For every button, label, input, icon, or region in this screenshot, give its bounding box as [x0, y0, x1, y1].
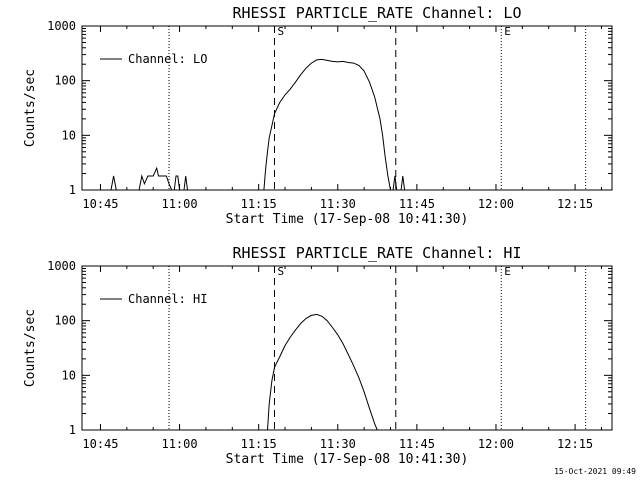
chart-title: RHESSI PARTICLE_RATE Channel: LO: [233, 4, 522, 22]
x-tick-label: 12:15: [557, 197, 593, 211]
y-tick-label: 10: [62, 128, 76, 142]
generation-timestamp: 15-Oct-2021 09:49: [554, 467, 636, 476]
hi-channel-chart: RHESSI PARTICLE_RATE Channel: HI 10:45 11:…: [23, 244, 613, 467]
x-axis-label: Start Time (17-Sep-08 10:41:30): [226, 452, 469, 467]
y-tick-label: 100: [54, 74, 76, 88]
x-tick-label: 11:00: [161, 197, 197, 211]
legend-entry: Channel: HI: [128, 292, 207, 306]
x-tick-label: 11:15: [241, 197, 277, 211]
plot-frame: [81, 25, 613, 191]
x-tick-label: 12:15: [557, 437, 593, 451]
x-tick-label: 12:00: [478, 437, 514, 451]
y-tick-label: 1: [69, 183, 76, 197]
x-tick-label: 11:30: [320, 197, 356, 211]
x-tick-label: 10:45: [82, 437, 118, 451]
event-marker-label: S: [277, 265, 284, 278]
series-line-segment: [138, 166, 173, 191]
x-tick-label: 11:15: [241, 437, 277, 451]
series-line-segment: [400, 175, 406, 191]
x-axis-label: Start Time (17-Sep-08 10:41:30): [226, 212, 469, 227]
x-tick-label: 11:00: [161, 437, 197, 451]
y-tick-label: 10: [62, 368, 76, 382]
y-tick-label: 1000: [47, 19, 76, 33]
y-tick-label: 1000: [47, 259, 76, 273]
series-line-segment: [263, 58, 391, 191]
x-tick-label: 11:30: [320, 437, 356, 451]
event-marker-label: E: [504, 25, 511, 38]
series-line-segment: [173, 175, 181, 191]
series-line-segment: [267, 313, 378, 431]
x-tick-label: 10:45: [82, 197, 118, 211]
y-tick-label: 100: [54, 314, 76, 328]
plot-frame: [81, 265, 613, 431]
event-marker-label: E: [504, 265, 511, 278]
lo-channel-chart: RHESSI PARTICLE_RATE Channel: LO 10:45 11:…: [23, 4, 613, 227]
series-line-segment: [183, 175, 188, 191]
series-line-segment: [392, 175, 398, 191]
x-tick-label: 11:45: [399, 197, 435, 211]
legend-entry: Channel: LO: [128, 52, 207, 66]
chart-title: RHESSI PARTICLE_RATE Channel: HI: [233, 244, 522, 262]
y-axis-label: Counts/sec: [23, 69, 38, 147]
x-tick-label: 12:00: [478, 197, 514, 211]
x-tick-label: 11:45: [399, 437, 435, 451]
y-tick-label: 1: [69, 423, 76, 437]
event-marker-label: S: [277, 25, 284, 38]
y-axis-label: Counts/sec: [23, 309, 38, 387]
series-line-segment: [110, 175, 117, 191]
